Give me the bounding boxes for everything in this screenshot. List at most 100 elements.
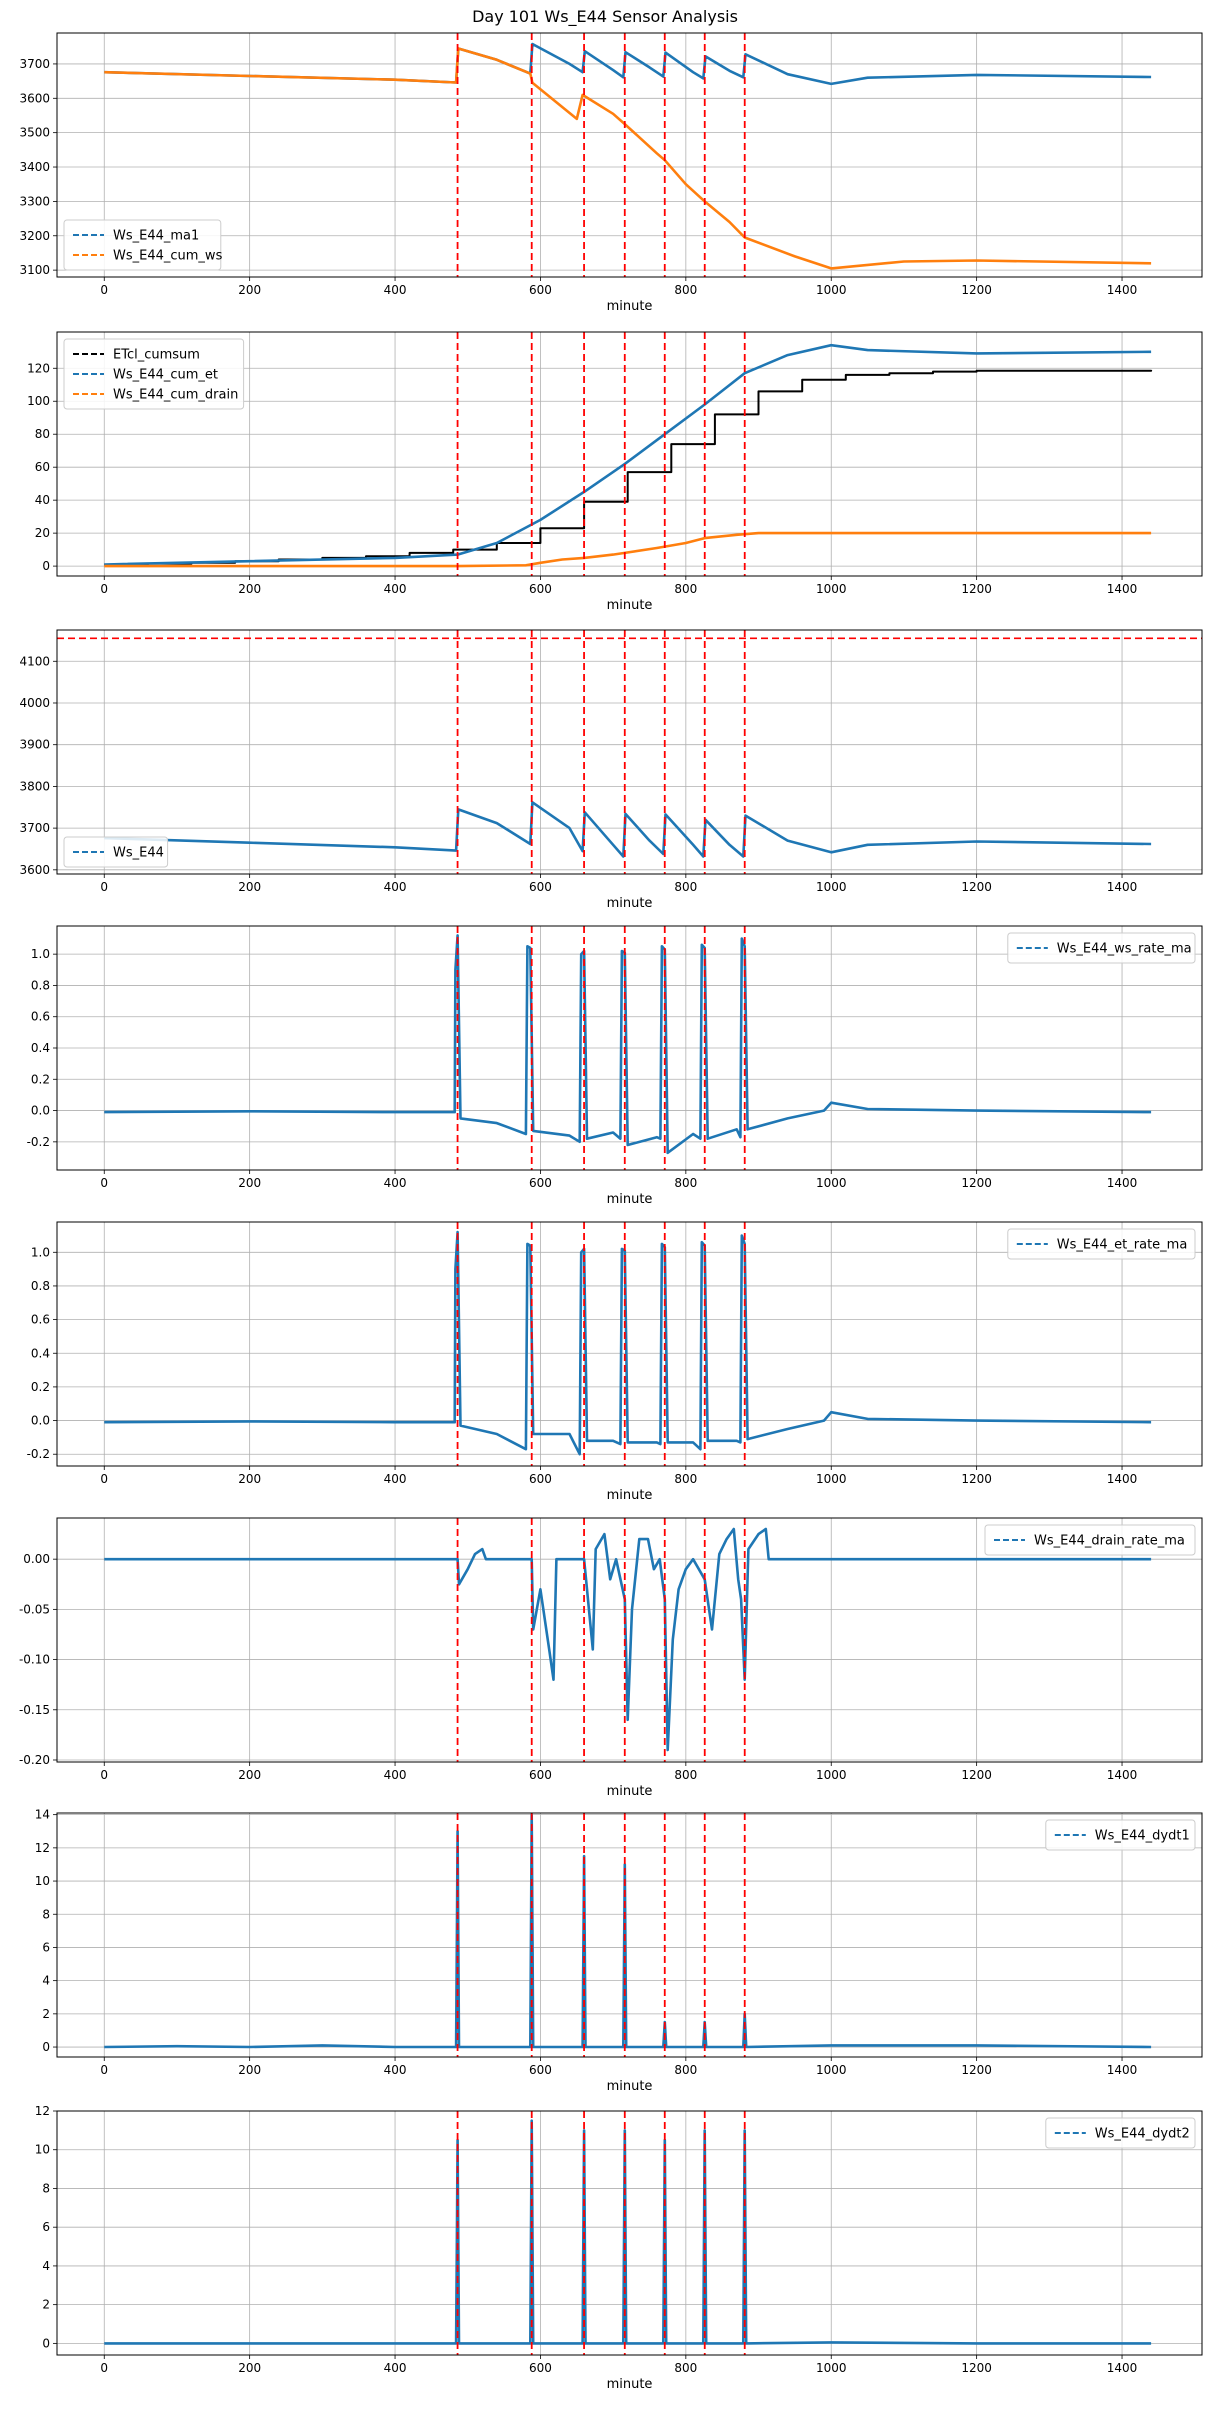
chart-panel-7: 0 200 400 600 800 1000 1200 1400 0 2 4 6 8 10 12 14 minu…: [35, 1808, 1203, 2094]
y-tick-label: 6: [42, 1940, 50, 1954]
x-tick-label: 800: [674, 2063, 697, 2077]
y-tick-label: -0.05: [19, 1602, 50, 1616]
y-tick-label: 8: [42, 2181, 50, 2195]
x-tick-label: 200: [238, 1768, 261, 1782]
legend-label: Ws_E44_dydt1: [1095, 1829, 1190, 1844]
y-tick-label: 10: [35, 2143, 50, 2157]
charts-container: 0 200 400 600 800 1000 1200 1400310032003300340…: [19, 32, 1203, 2392]
x-tick-label: 0: [100, 283, 108, 297]
plot-area: [57, 630, 1202, 874]
x-axis-label: minute: [607, 896, 653, 911]
x-tick-label: 0: [100, 2361, 108, 2375]
axes-frame: [56, 1221, 1203, 1467]
legend-box: [63, 338, 245, 410]
x-axis-label: minute: [607, 1192, 653, 1207]
y-tick-label: -0.15: [19, 1703, 50, 1717]
x-tick-label: 1200: [961, 283, 992, 297]
plot-area: [104, 1813, 1152, 2057]
y-tick-label: 0.2: [31, 1380, 50, 1394]
legend: ETcl_cumsum Ws_E44_cum_et Ws_E44_cum_drain: [63, 338, 245, 410]
y-tick-label: 3600: [19, 863, 50, 877]
y-tick-label: 14: [35, 1808, 50, 1822]
x-tick-label: 800: [674, 1768, 697, 1782]
y-tick-label: 40: [35, 493, 50, 507]
x-tick-label: 200: [238, 2361, 261, 2375]
x-axis-label: minute: [607, 1784, 653, 1799]
x-tick-label: 1200: [961, 2063, 992, 2077]
axes-frame: [56, 2110, 1203, 2356]
y-tick-label: 120: [27, 361, 50, 375]
y-tick-label: 0: [42, 559, 50, 573]
legend-box: [63, 219, 222, 271]
x-tick-label: 200: [238, 582, 261, 596]
x-tick-label: 200: [238, 1472, 261, 1486]
x-tick-label: 1000: [816, 880, 847, 894]
legend: Ws_E44_et_rate_ma: [1007, 1228, 1196, 1260]
x-tick-label: 800: [674, 582, 697, 596]
plot-area: [104, 926, 1152, 1170]
x-tick-label: 1200: [961, 2361, 992, 2375]
legend-box: [63, 836, 169, 868]
figure-title: Day 101 Ws_E44 Sensor Analysis: [472, 7, 738, 27]
x-tick-label: 0: [100, 1176, 108, 1190]
y-tick-label: 0.00: [23, 1552, 50, 1566]
series-line-Ws_E44_et_rate_ma: [104, 1230, 1152, 1456]
y-tick-label: 0: [42, 2336, 50, 2350]
y-tick-label: 12: [35, 2104, 50, 2118]
x-tick-label: 400: [384, 2361, 407, 2375]
x-tick-label: 1400: [1107, 2063, 1138, 2077]
x-tick-label: 600: [529, 880, 552, 894]
x-tick-label: 600: [529, 283, 552, 297]
axes-frame: [56, 629, 1203, 875]
x-tick-label: 1400: [1107, 2361, 1138, 2375]
legend-label: Ws_E44_ws_rate_ma: [1057, 942, 1192, 957]
chart-panel-6: 0 200 400 600 800 1000 1200 1400 -0.20 -0.15 -0.10…: [19, 1517, 1203, 1799]
y-tick-label: 1.0: [31, 1245, 50, 1259]
y-tick-label: 0.4: [31, 1346, 50, 1360]
x-axis-label: minute: [607, 598, 653, 613]
legend-box: [1045, 2117, 1196, 2149]
x-tick-label: 800: [674, 283, 697, 297]
x-tick-label: 1200: [961, 582, 992, 596]
x-tick-label: 600: [529, 582, 552, 596]
y-tick-label: -0.20: [19, 1753, 50, 1767]
x-axis-label: minute: [607, 2377, 653, 2392]
axes-frame: [56, 1517, 1203, 1763]
legend: Ws_E44_ma1 Ws_E44_cum_ws: [63, 219, 223, 271]
legend-label: Ws_E44_drain_rate_ma: [1034, 1534, 1185, 1549]
plot-area: [104, 33, 1152, 277]
legend-label: Ws_E44_ma1: [113, 229, 199, 244]
x-tick-label: 600: [529, 1176, 552, 1190]
x-tick-label: 200: [238, 880, 261, 894]
x-tick-label: 800: [674, 880, 697, 894]
y-tick-label: 0.0: [31, 1414, 50, 1428]
y-tick-label: 0.6: [31, 1313, 50, 1327]
y-tick-label: 3600: [19, 91, 50, 105]
legend-label: Ws_E44_cum_et: [113, 368, 218, 383]
y-tick-label: 3100: [19, 263, 50, 277]
y-tick-label: 4: [42, 2259, 50, 2273]
y-tick-label: 0.8: [31, 1279, 50, 1293]
y-tick-label: 100: [27, 394, 50, 408]
x-tick-label: 400: [384, 1176, 407, 1190]
x-tick-label: 200: [238, 283, 261, 297]
axes-frame: [56, 331, 1203, 577]
chart-panel-8: 0 200 400 600 800 1000 1200 1400 0 2 4 6 8 10 12 minute…: [35, 2104, 1203, 2392]
x-tick-label: 400: [384, 1768, 407, 1782]
x-tick-label: 1000: [816, 1176, 847, 1190]
x-tick-label: 800: [674, 1472, 697, 1486]
y-tick-label: 6: [42, 2220, 50, 2234]
y-tick-label: 3900: [19, 738, 50, 752]
series-line-Ws_E44_cum_et: [104, 343, 1152, 566]
y-tick-label: 2: [42, 2007, 50, 2021]
y-tick-label: 3300: [19, 194, 50, 208]
x-tick-label: 1000: [816, 2361, 847, 2375]
y-tick-label: 1.0: [31, 947, 50, 961]
x-tick-label: 1400: [1107, 1768, 1138, 1782]
x-tick-label: 600: [529, 2063, 552, 2077]
legend-label: Ws_E44_et_rate_ma: [1057, 1238, 1188, 1253]
y-tick-label: -0.10: [19, 1653, 50, 1667]
series-line-Ws_E44_drain_rate_ma: [104, 1527, 1152, 1752]
x-tick-label: 1000: [816, 2063, 847, 2077]
y-tick-label: 80: [35, 427, 50, 441]
